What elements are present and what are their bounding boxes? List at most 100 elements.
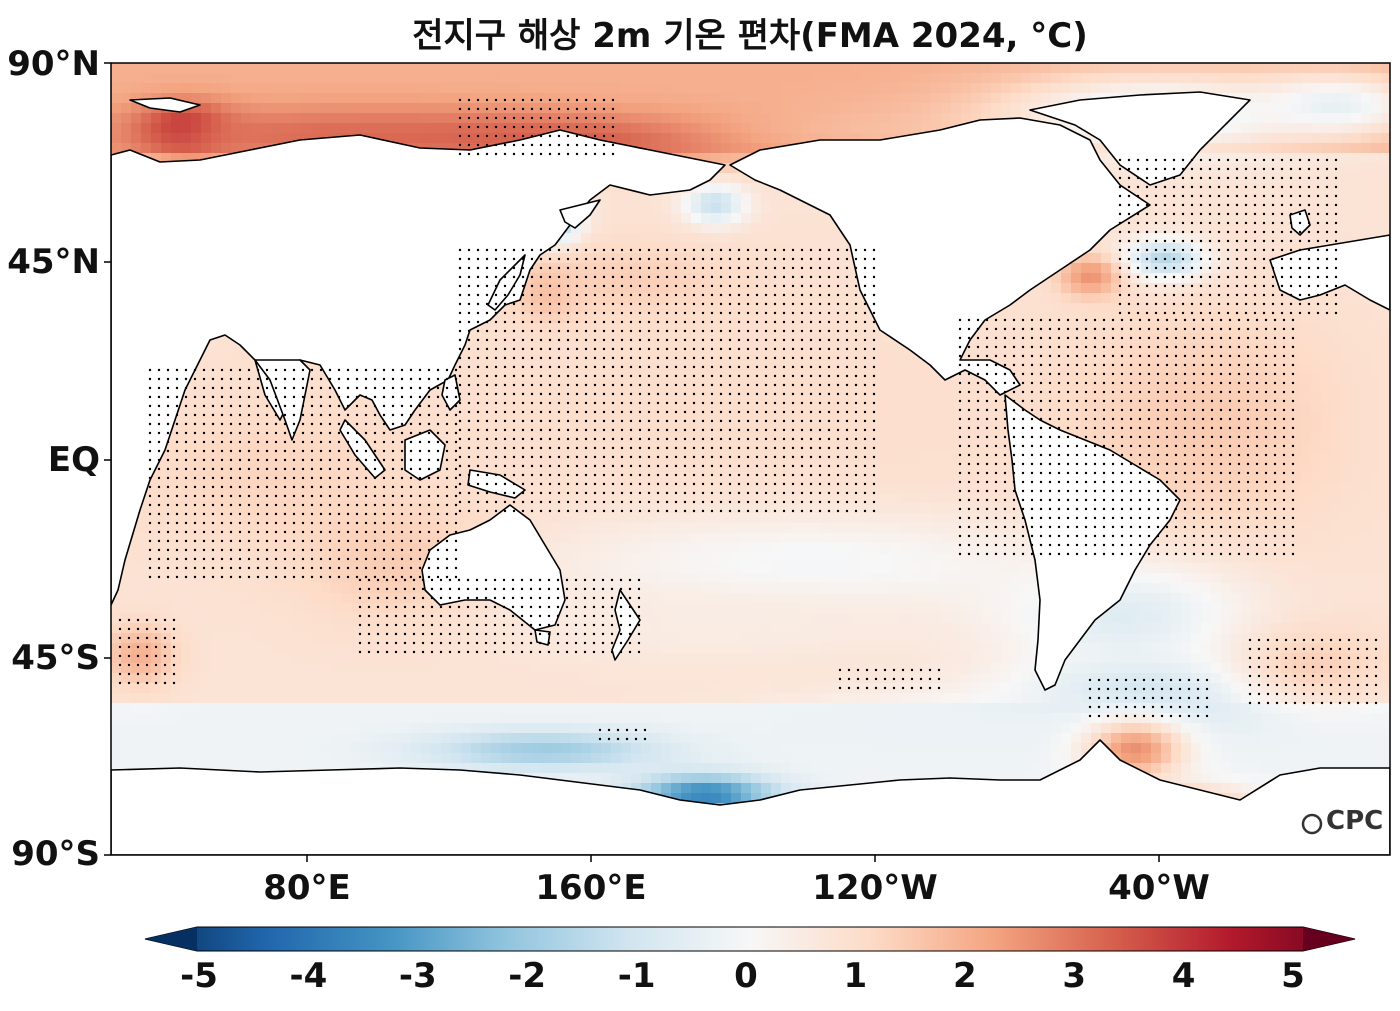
anomaly-cell: [1171, 283, 1182, 294]
anomaly-cell: [621, 323, 632, 334]
anomaly-cell: [431, 423, 442, 434]
anomaly-cell: [1251, 243, 1262, 254]
anomaly-cell: [401, 433, 412, 444]
anomaly-cell: [281, 93, 292, 104]
anomaly-cell: [1371, 333, 1382, 344]
anomaly-cell: [1351, 153, 1362, 164]
anomaly-cell: [741, 123, 752, 134]
anomaly-cell: [1151, 423, 1162, 434]
anomaly-cell: [1141, 283, 1152, 294]
anomaly-cell: [441, 93, 452, 104]
anomaly-cell: [711, 393, 722, 404]
anomaly-cell: [1231, 323, 1242, 334]
anomaly-cell: [811, 103, 822, 114]
anomaly-cell: [231, 363, 242, 374]
anomaly-cell: [1051, 413, 1062, 424]
anomaly-cell: [251, 393, 262, 404]
anomaly-cell: [1251, 73, 1262, 84]
anomaly-cell: [1221, 353, 1232, 364]
anomaly-cell: [701, 83, 712, 94]
anomaly-cell: [581, 313, 592, 324]
anomaly-cell: [1191, 293, 1202, 304]
anomaly-cell: [761, 293, 772, 304]
anomaly-cell: [211, 343, 222, 354]
anomaly-cell: [121, 133, 132, 144]
anomaly-cell: [1341, 93, 1352, 104]
anomaly-cell: [241, 363, 252, 374]
anomaly-cell: [1311, 183, 1322, 194]
anomaly-cell: [581, 93, 592, 104]
anomaly-cell: [1321, 373, 1332, 384]
anomaly-cell: [1091, 243, 1102, 254]
anomaly-cell: [571, 413, 582, 424]
anomaly-cell: [691, 223, 702, 234]
anomaly-cell: [301, 113, 312, 124]
anomaly-cell: [461, 433, 472, 444]
anomaly-cell: [631, 443, 642, 454]
anomaly-cell: [1201, 383, 1212, 394]
anomaly-cell: [191, 133, 202, 144]
anomaly-cell: [1071, 343, 1082, 354]
anomaly-cell: [1381, 213, 1390, 224]
anomaly-cell: [1301, 193, 1312, 204]
anomaly-cell: [491, 393, 502, 404]
anomaly-cell: [1261, 143, 1272, 154]
anomaly-cell: [411, 63, 422, 74]
anomaly-cell: [1201, 223, 1212, 234]
anomaly-cell: [521, 303, 532, 314]
anomaly-cell: [1141, 183, 1152, 194]
anomaly-cell: [1231, 213, 1242, 224]
anomaly-cell: [1141, 273, 1152, 284]
anomaly-cell: [1171, 383, 1182, 394]
anomaly-cell: [431, 73, 442, 84]
anomaly-cell: [301, 413, 312, 424]
anomaly-cell: [671, 193, 682, 204]
anomaly-cell: [501, 373, 512, 384]
anomaly-cell: [1181, 313, 1192, 324]
anomaly-cell: [821, 83, 832, 94]
anomaly-cell: [691, 253, 702, 264]
anomaly-cell: [1251, 313, 1262, 324]
anomaly-cell: [1331, 63, 1342, 74]
anomaly-cell: [981, 353, 992, 364]
anomaly-cell: [571, 283, 582, 294]
anomaly-cell: [781, 313, 792, 324]
anomaly-cell: [861, 423, 872, 434]
anomaly-cell: [801, 103, 812, 114]
anomaly-cell: [1341, 103, 1352, 114]
anomaly-cell: [251, 93, 262, 104]
anomaly-cell: [1381, 223, 1390, 234]
anomaly-cell: [791, 83, 802, 94]
anomaly-cell: [541, 393, 552, 404]
anomaly-cell: [231, 143, 242, 154]
anomaly-cell: [1161, 433, 1172, 444]
anomaly-cell: [1361, 63, 1372, 74]
anomaly-cell: [1231, 293, 1242, 304]
anomaly-cell: [671, 113, 682, 124]
anomaly-cell: [771, 203, 782, 214]
anomaly-cell: [911, 373, 922, 384]
anomaly-cell: [361, 93, 372, 104]
anomaly-cell: [771, 283, 782, 294]
anomaly-cell: [861, 443, 872, 454]
anomaly-cell: [351, 113, 362, 124]
anomaly-cell: [1031, 333, 1042, 344]
anomaly-cell: [201, 73, 212, 84]
anomaly-cell: [681, 333, 692, 344]
anomaly-cell: [911, 103, 922, 114]
anomaly-cell: [941, 403, 952, 414]
anomaly-cell: [1091, 353, 1102, 364]
anomaly-cell: [1331, 233, 1342, 244]
anomaly-cell: [541, 443, 552, 454]
anomaly-cell: [911, 123, 922, 134]
anomaly-cell: [1341, 203, 1352, 214]
anomaly-cell: [321, 393, 332, 404]
anomaly-cell: [841, 293, 852, 304]
anomaly-cell: [291, 133, 302, 144]
anomaly-cell: [801, 223, 812, 234]
anomaly-cell: [911, 363, 922, 374]
anomaly-cell: [821, 303, 832, 314]
anomaly-cell: [1261, 433, 1272, 444]
anomaly-cell: [821, 253, 832, 264]
anomaly-cell: [1291, 393, 1302, 404]
